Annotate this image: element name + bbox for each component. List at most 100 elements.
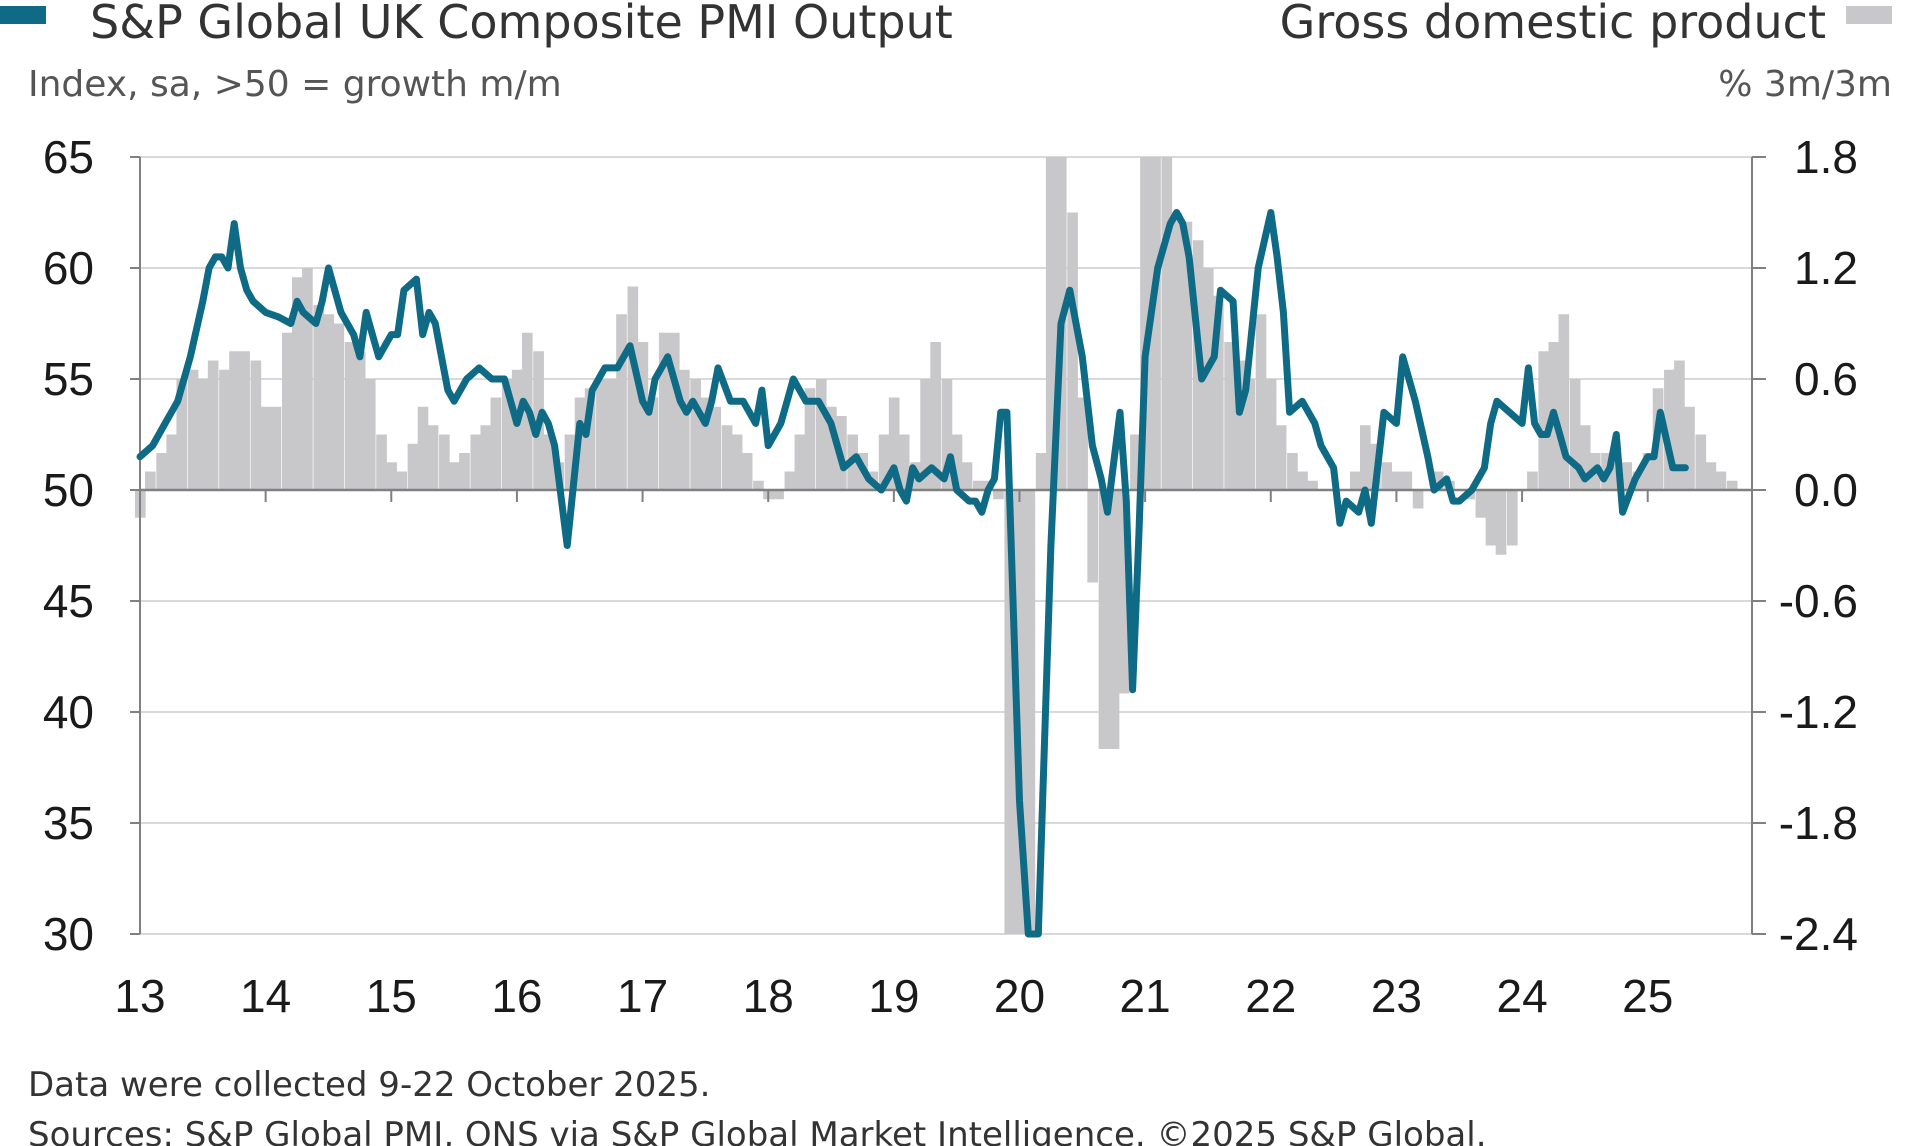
gdp-bar — [176, 379, 188, 490]
gdp-bar — [1224, 342, 1235, 490]
gdp-bar — [1569, 379, 1581, 490]
gdp-bar — [637, 342, 649, 490]
gdp-bar — [292, 277, 303, 490]
gdp-bar — [1495, 490, 1507, 555]
left-tick-label: 50 — [43, 464, 94, 516]
pmi-line — [136, 209, 1689, 938]
tick-labels: 65 1.8 60 1.2 55 0.6 50 0.0 45 -0.6 40 -1.2 35 -1.8 30… — [43, 131, 1858, 1022]
left-tick-label: 55 — [43, 353, 94, 405]
left-axis-label: Index, sa, >50 = growth m/m — [28, 64, 562, 105]
gdp-bar — [187, 369, 199, 490]
gdp-bar — [480, 425, 492, 490]
gdp-bar — [1359, 425, 1371, 490]
right-axis-label: % 3m/3m — [1718, 64, 1892, 105]
gdp-bar — [784, 471, 796, 490]
gdp-bar — [417, 406, 429, 490]
gdp-bar — [731, 434, 743, 490]
gdp-bar — [564, 434, 576, 490]
gdp-bar — [1265, 379, 1277, 490]
x-tick-label: 14 — [240, 970, 291, 1022]
gdp-bar — [197, 379, 209, 490]
gdp-bar — [407, 443, 419, 490]
gdp-bar — [616, 314, 627, 490]
gdp-bar — [1475, 490, 1487, 518]
gdp-bar — [333, 323, 345, 490]
gdp-bar — [1684, 406, 1695, 490]
gdp-bar — [281, 332, 293, 490]
sources-note: Sources: S&P Global PMI, ONS via S&P Glo… — [28, 1115, 1487, 1146]
gdp-bar — [1432, 471, 1444, 490]
gdp-bar — [543, 434, 554, 490]
left-tick-label: 35 — [43, 797, 94, 849]
collection-note: Data were collected 9-22 October 2025. — [28, 1065, 711, 1105]
gdp-bar — [961, 462, 973, 490]
x-tick-label: 19 — [868, 970, 919, 1022]
x-tick-label: 20 — [994, 970, 1045, 1022]
gdp-bar — [260, 406, 272, 490]
gdp-bar — [721, 425, 733, 490]
gdp-bar — [898, 434, 910, 490]
gdp-bar — [166, 434, 178, 490]
left-tick-label: 30 — [43, 908, 94, 960]
gdp-bar — [270, 406, 282, 490]
right-tick-label: 0.0 — [1794, 464, 1858, 516]
gdp-bar — [826, 406, 837, 490]
gdp-bar — [470, 434, 482, 490]
x-tick-label: 25 — [1622, 970, 1673, 1022]
gdp-bar — [1297, 471, 1308, 490]
gdp-bar — [1202, 268, 1214, 490]
gdp-bar — [1287, 453, 1298, 490]
gdp-bar — [1098, 490, 1110, 749]
gdp-legend-label: Gross domestic product — [1280, 0, 1826, 49]
left-tick-label: 45 — [43, 575, 94, 627]
pmi-legend-swatch — [0, 6, 46, 24]
gdp-bar — [1412, 490, 1424, 509]
gdp-bar — [1035, 453, 1047, 490]
right-tick-label: -1.2 — [1779, 686, 1858, 738]
gdp-bar — [679, 369, 690, 490]
x-tick-label: 15 — [366, 970, 417, 1022]
gdp-bar — [1381, 462, 1393, 490]
gdp-bar — [1506, 490, 1518, 546]
gdp-bar — [1244, 379, 1256, 490]
gdp-bar — [459, 453, 470, 490]
gdp-bar — [1024, 490, 1036, 934]
axes — [130, 156, 1766, 935]
gdp-bar — [941, 379, 953, 490]
gdp-bar — [878, 434, 890, 490]
left-tick-label: 60 — [43, 242, 94, 294]
left-tick-label: 40 — [43, 686, 94, 738]
gdp-bar — [1307, 480, 1318, 490]
left-tick-label: 65 — [43, 131, 94, 183]
gdp-bar — [386, 462, 397, 490]
gdp-bar — [1004, 490, 1016, 934]
gdp-bar — [1485, 490, 1497, 546]
gdp-bar — [647, 397, 659, 490]
gdp-bar — [156, 453, 167, 490]
gdp-bar — [584, 388, 596, 490]
gdp-bar — [364, 379, 376, 490]
gdp-bar — [690, 379, 701, 490]
gdp-bar — [794, 434, 806, 490]
right-tick-label: -2.4 — [1779, 908, 1858, 960]
gdp-bar — [511, 369, 523, 490]
gdp-bar — [1140, 157, 1151, 490]
gdp-bar — [1234, 360, 1246, 490]
gdp-bar — [313, 305, 325, 490]
x-tick-label: 21 — [1120, 970, 1171, 1022]
x-tick-label: 23 — [1371, 970, 1422, 1022]
gdp-bar — [1045, 157, 1057, 490]
gdp-bar — [1579, 425, 1591, 490]
gdp-bar — [1067, 212, 1078, 490]
gdp-bar — [1349, 471, 1361, 490]
gdp-bar — [1118, 490, 1130, 694]
gdp-bar — [323, 314, 335, 490]
pmi-legend-label: S&P Global UK Composite PMI Output — [90, 0, 953, 49]
gdp-bar — [1077, 397, 1088, 490]
right-tick-label: 1.8 — [1794, 131, 1858, 183]
gdp-bar — [1401, 471, 1413, 490]
gdp-bar — [804, 388, 816, 490]
gdp-bar — [1695, 434, 1707, 490]
gdp-bar — [606, 379, 617, 490]
gdp-bar — [1108, 490, 1120, 749]
